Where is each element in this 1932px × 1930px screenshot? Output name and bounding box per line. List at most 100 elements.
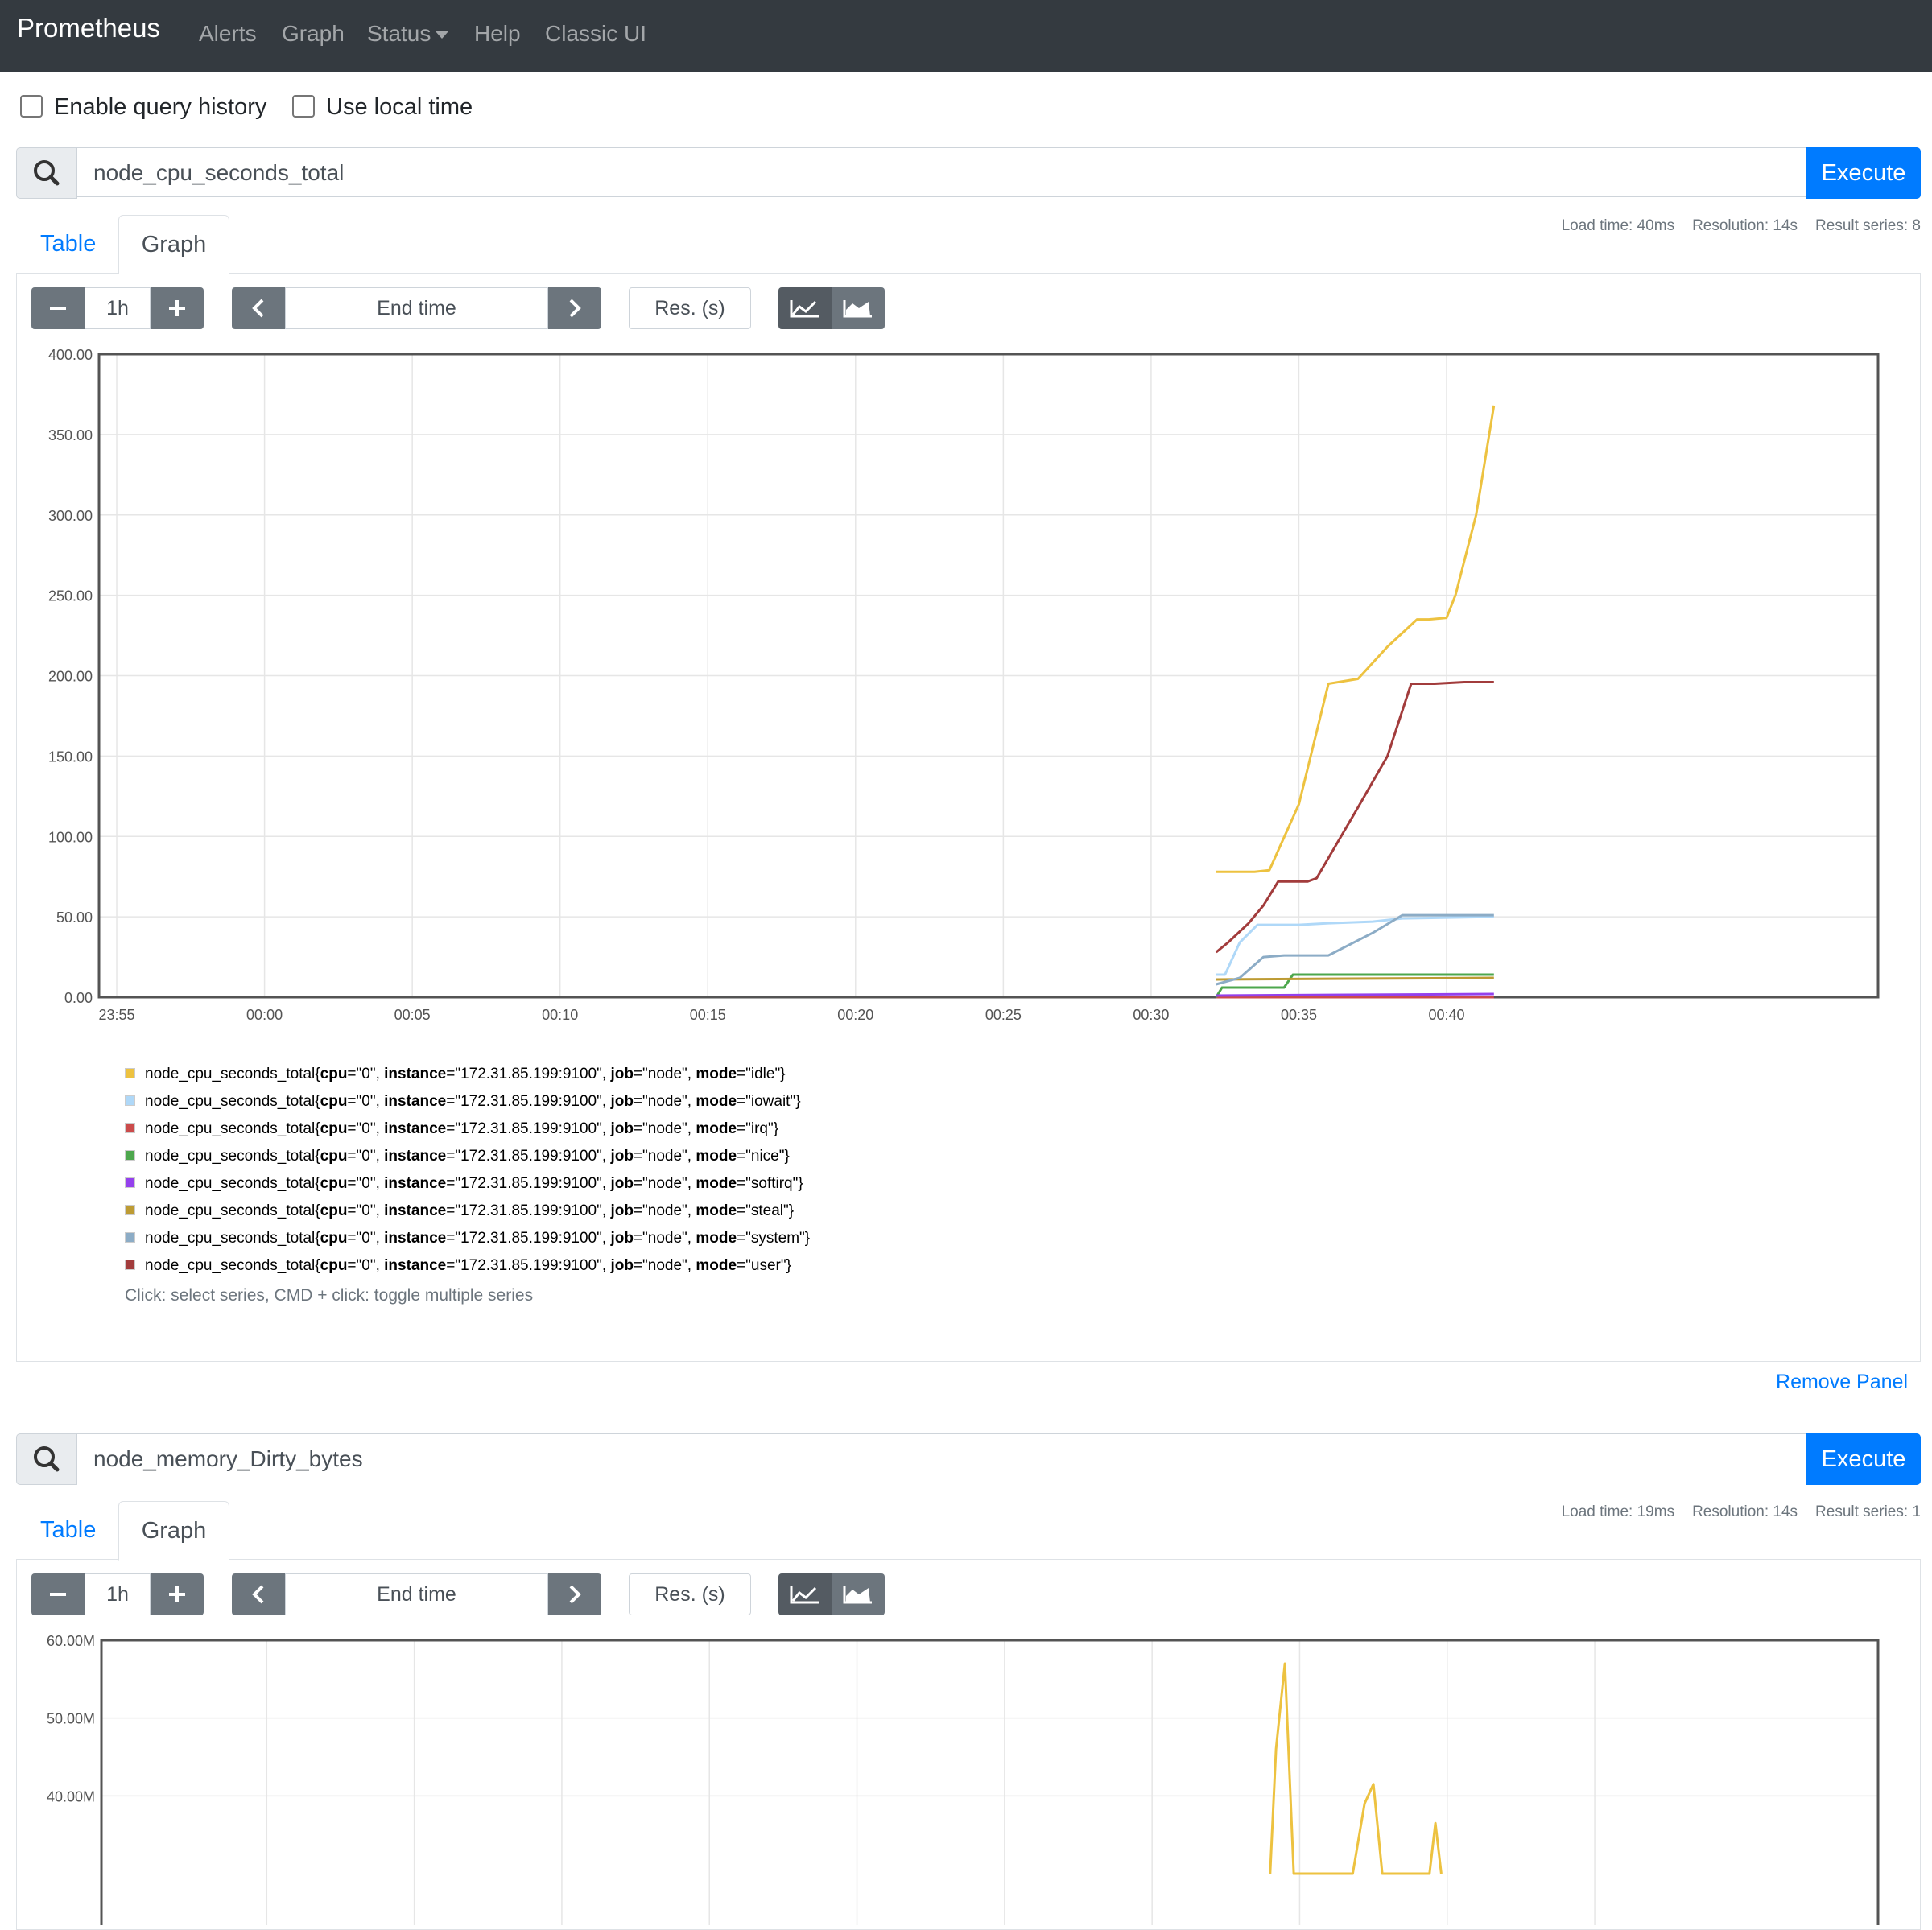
result-series: Result series: 8 [1815,217,1921,234]
end-time-forward-button[interactable] [548,287,601,329]
legend-swatch [125,1123,135,1133]
range-input[interactable]: 1h [85,287,151,329]
stacked-chart-button[interactable] [832,1573,885,1615]
end-time-back-button[interactable] [232,287,285,329]
nav-status-dropdown[interactable]: Status [367,21,449,47]
y-tick-label: 50.00 [56,909,93,926]
query-history-checkbox[interactable] [20,95,43,118]
tab-table[interactable]: Table [40,1517,97,1543]
load-time: Load time: 40ms [1561,217,1675,234]
tab-table[interactable]: Table [40,231,97,257]
legend-swatch [125,1150,135,1161]
end-time-back-button[interactable] [232,1573,285,1615]
graph-panel: 1h End time Res. (s) [16,274,1921,1362]
legend-series-label: node_cpu_seconds_total{cpu="0", instance… [145,1066,786,1083]
series-line-idle[interactable] [1216,405,1496,873]
remove-panel-link[interactable]: Remove Panel [1776,1371,1908,1393]
y-tick-label: 200.00 [48,669,93,685]
legend-series-label: node_cpu_seconds_total{cpu="0", instance… [145,1230,811,1247]
x-tick-label: 00:25 [985,1007,1022,1023]
legend-item-iowait[interactable]: node_cpu_seconds_total{cpu="0", instance… [125,1088,810,1116]
end-time-forward-button[interactable] [548,1573,601,1615]
legend-series-label: node_cpu_seconds_total{cpu="0", instance… [145,1175,803,1192]
series-line-iowait[interactable] [1216,915,1494,976]
local-time-option[interactable]: Use local time [292,94,473,121]
range-minus-button[interactable] [31,287,85,329]
nav-graph[interactable]: Graph [282,21,345,46]
tab-graph[interactable]: Graph [118,1501,229,1561]
legend-item-idle[interactable]: node_cpu_seconds_total{cpu="0", instance… [125,1061,810,1088]
legend-item-user[interactable]: node_cpu_seconds_total{cpu="0", instance… [125,1252,810,1280]
query-stats-2: Load time: 19ms Resolution: 14s Result ser… [1544,1503,1921,1521]
local-time-checkbox[interactable] [292,95,315,118]
x-tick-label: 00:10 [542,1007,578,1023]
cpu-chart-svg[interactable]: 23:4523:5023:5500:0000:0500:1000:1500:20… [0,338,1932,1038]
x-tick-label: 00:00 [246,1007,283,1023]
result-series: Result series: 1 [1815,1503,1921,1520]
legend-swatch [125,1095,135,1106]
cpu-graph[interactable]: 23:4523:5023:5500:0000:0500:1000:1500:20… [0,338,1932,1042]
series-line-node_memory_Dirty_bytes[interactable] [1269,1662,1443,1875]
resolution-input[interactable]: Res. (s) [629,1573,751,1615]
plot-frame [100,1639,1880,1930]
end-time-input[interactable]: End time [285,287,548,329]
y-tick-label: 0.00 [64,990,93,1006]
execute-button-2[interactable]: Execute [1806,1433,1921,1485]
legend-item-softirq[interactable]: node_cpu_seconds_total{cpu="0", instance… [125,1170,810,1198]
legend-hint: Click: select series, CMD + click: toggl… [125,1286,534,1305]
range-plus-button[interactable] [151,287,204,329]
legend-swatch [125,1205,135,1215]
series-line-user[interactable] [1215,681,1494,954]
y-tick-label: 300.00 [48,508,93,524]
line-chart-icon [790,1586,819,1604]
brand-logo[interactable]: Prometheus [17,13,160,43]
expression-input[interactable]: node_cpu_seconds_total [76,147,1807,197]
caret-down-icon [436,31,449,39]
end-time-input[interactable]: End time [285,1573,548,1615]
x-tick-label: 00:30 [1133,1007,1169,1023]
legend-item-nice[interactable]: node_cpu_seconds_total{cpu="0", instance… [125,1143,810,1170]
x-tick-label: 00:20 [837,1007,873,1023]
series-line-system[interactable] [1216,913,1494,986]
nav-help[interactable]: Help [474,21,521,46]
y-tick-label: 60.00M [47,1633,95,1649]
nav-classic-ui[interactable]: Classic UI [545,21,647,46]
query-bar-2: node_memory_Dirty_bytes Execute [16,1433,1921,1485]
legend-item-system[interactable]: node_cpu_seconds_total{cpu="0", instance… [125,1225,810,1252]
legend-series-label: node_cpu_seconds_total{cpu="0", instance… [145,1202,795,1219]
memory-chart-svg[interactable]: 60.00M 50.00M 40.00M [0,1624,1932,1930]
legend-swatch [125,1232,135,1243]
query-history-option[interactable]: Enable query history [20,94,266,121]
series-line-steal[interactable] [1216,976,1494,981]
resolution-input[interactable]: Res. (s) [629,287,751,329]
tab-graph[interactable]: Graph [118,215,229,274]
legend-item-steal[interactable]: node_cpu_seconds_total{cpu="0", instance… [125,1198,810,1225]
series-line-nice[interactable] [1215,973,1494,998]
line-chart-button[interactable] [778,287,832,329]
y-tick-label: 250.00 [48,588,93,604]
resolution: Resolution: 14s [1692,217,1798,234]
y-tick-label: 350.00 [48,427,93,443]
x-tick-label: 00:40 [1428,1007,1464,1023]
panel-tabs: Table Graph [16,215,1921,274]
line-chart-icon [790,300,819,318]
range-plus-button[interactable] [151,1573,204,1615]
area-chart-icon [843,300,872,318]
execute-button[interactable]: Execute [1806,147,1921,199]
memory-graph[interactable]: 60.00M 50.00M 40.00M [0,1624,1932,1930]
range-input[interactable]: 1h [85,1573,151,1615]
legend-item-irq[interactable]: node_cpu_seconds_total{cpu="0", instance… [125,1116,810,1143]
y-tick-label: 50.00M [47,1711,95,1727]
range-minus-button[interactable] [31,1573,85,1615]
nav-alerts[interactable]: Alerts [199,21,257,46]
query-history-label: Enable query history [54,94,267,120]
stacked-chart-button[interactable] [832,287,885,329]
y-tick-label: 400.00 [48,347,93,363]
load-time: Load time: 19ms [1561,1503,1675,1520]
x-tick-label: 00:35 [1281,1007,1317,1023]
local-time-label: Use local time [326,94,473,120]
query-bar: node_cpu_seconds_total Execute [16,147,1921,199]
line-chart-button[interactable] [778,1573,832,1615]
expression-input-2[interactable]: node_memory_Dirty_bytes [76,1433,1807,1483]
series-line-softirq[interactable] [1216,992,1494,997]
